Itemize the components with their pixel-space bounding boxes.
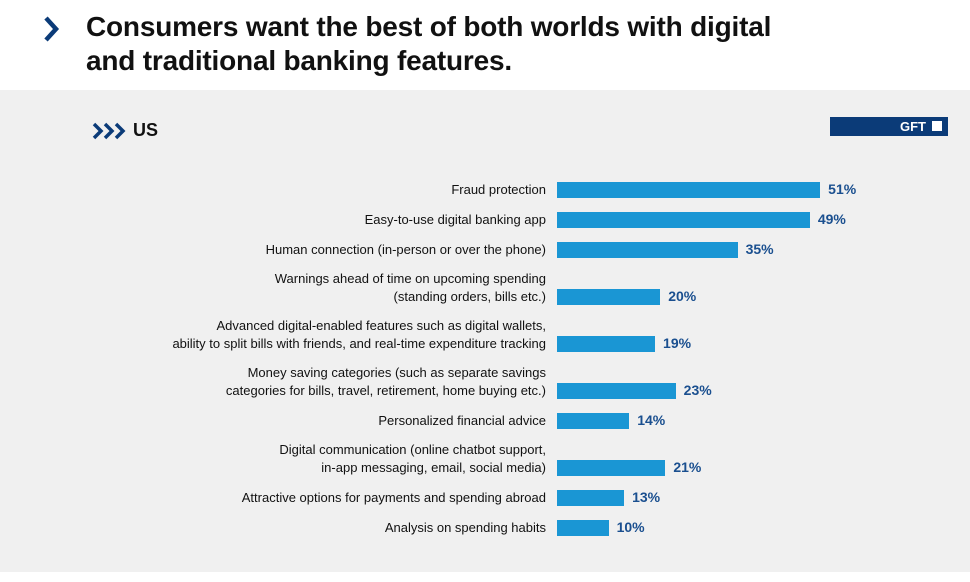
category-label: Attractive options for payments and spen… <box>241 490 546 505</box>
category-label: Money saving categories (such as separat… <box>225 365 546 398</box>
value-label: 49% <box>817 211 846 227</box>
bar <box>557 242 738 258</box>
category-label: Personalized financial advice <box>378 413 546 428</box>
value-label: 51% <box>828 181 857 197</box>
bar <box>557 383 676 399</box>
chart-title: Consumers want the best of both worlds w… <box>86 11 772 76</box>
category-label: Warnings ahead of time on upcoming spend… <box>274 271 546 304</box>
category-label: Easy-to-use digital banking app <box>364 212 546 227</box>
bar <box>557 490 625 506</box>
value-label: 20% <box>668 288 697 304</box>
bar <box>557 460 666 476</box>
category-label: Fraud protection <box>451 182 546 197</box>
value-label: 14% <box>637 412 666 428</box>
category-label: Human connection (in-person or over the … <box>265 242 546 257</box>
subtitle: US <box>133 120 159 140</box>
value-label: 35% <box>745 241 774 257</box>
brand-logo: GFT <box>830 117 948 136</box>
arrows-icon <box>92 122 126 140</box>
brand-square <box>932 121 942 131</box>
category-label: Digital communication (online chatbot su… <box>279 442 546 475</box>
chevron-icon <box>44 16 60 42</box>
value-label: 13% <box>632 489 661 505</box>
value-label: 10% <box>616 519 645 535</box>
bar <box>557 413 630 429</box>
brand-text: GFT <box>900 119 926 134</box>
value-label: 19% <box>663 335 692 351</box>
bar <box>557 212 810 228</box>
bar <box>557 336 656 352</box>
bar <box>557 289 661 305</box>
category-label: Advanced digital-enabled features such a… <box>172 318 546 351</box>
bar <box>557 182 821 198</box>
value-label: 21% <box>673 459 702 475</box>
value-label: 23% <box>683 382 712 398</box>
bar <box>557 520 609 536</box>
category-label: Analysis on spending habits <box>384 520 546 535</box>
panel <box>0 90 970 572</box>
